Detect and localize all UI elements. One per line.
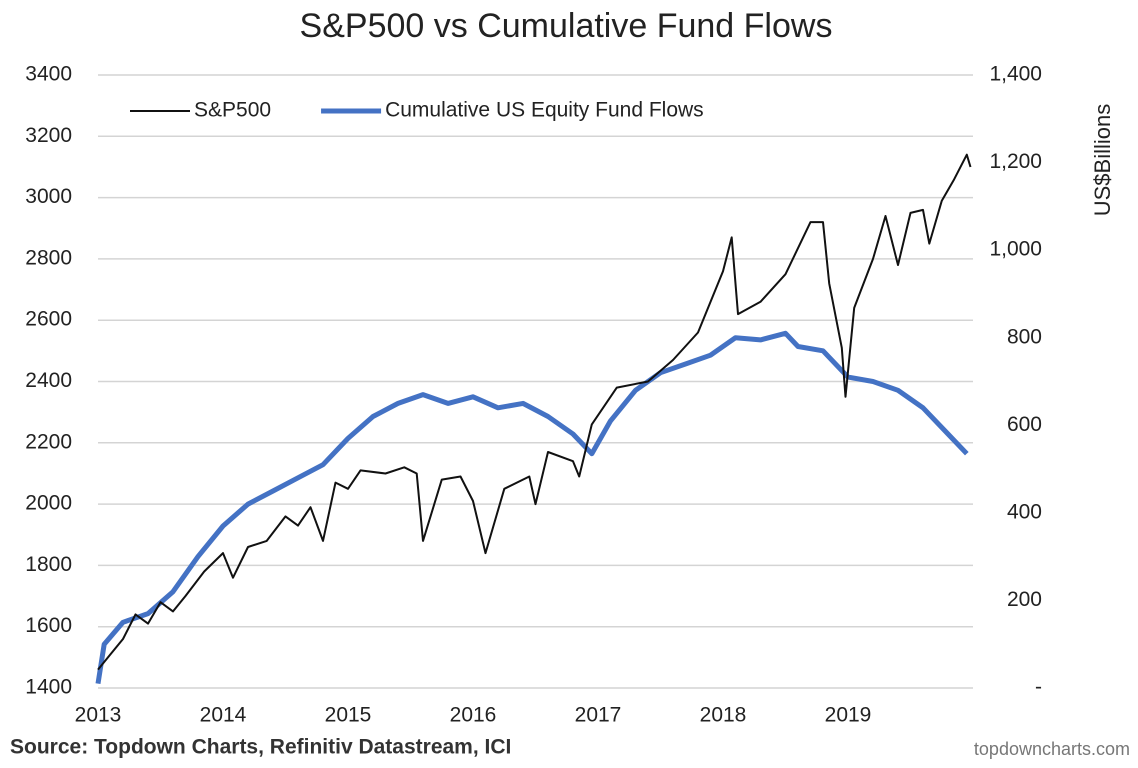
legend-label: Cumulative US Equity Fund Flows — [385, 99, 704, 122]
series-line — [95, 330, 969, 684]
y2-tick-label: 200 — [1007, 588, 1042, 611]
x-tick-label: 2014 — [200, 704, 247, 727]
y-tick-label: 3400 — [25, 63, 72, 86]
y2-tick-label: 400 — [1007, 500, 1042, 523]
y-tick-label: 2200 — [25, 430, 72, 453]
y-tick-label: 2000 — [25, 492, 72, 515]
y2-tick-label: - — [1035, 676, 1042, 699]
series-line — [97, 153, 972, 671]
y-tick-label: 3000 — [25, 185, 72, 208]
y-tick-label: 1400 — [25, 676, 72, 699]
chart-title: S&P500 vs Cumulative Fund Flows — [300, 7, 833, 45]
y2-tick-label: 1,200 — [989, 150, 1042, 173]
y-tick-label: 1600 — [25, 614, 72, 637]
watermark: topdowncharts.com — [974, 739, 1130, 759]
y2-tick-label: 1,400 — [989, 63, 1042, 86]
y2-axis-label: US$Billions — [1090, 104, 1115, 217]
y2-tick-label: 1,000 — [989, 238, 1042, 261]
y-tick-label: 2800 — [25, 246, 72, 269]
x-tick-label: 2017 — [575, 704, 622, 727]
y-tick-label: 3200 — [25, 124, 72, 147]
x-tick-label: 2019 — [825, 704, 872, 727]
legend-label: S&P500 — [194, 99, 271, 122]
y2-tick-label: 600 — [1007, 413, 1042, 436]
x-tick-label: 2015 — [325, 704, 372, 727]
y-tick-label: 2400 — [25, 369, 72, 392]
source: Source: Topdown Charts, Refinitiv Datast… — [10, 736, 511, 759]
x-tick-label: 2016 — [450, 704, 497, 727]
y2-tick-label: 800 — [1007, 325, 1042, 348]
y-tick-label: 1800 — [25, 553, 72, 576]
x-tick-label: 2018 — [700, 704, 747, 727]
y-tick-label: 2600 — [25, 308, 72, 331]
x-tick-label: 2013 — [75, 704, 122, 727]
